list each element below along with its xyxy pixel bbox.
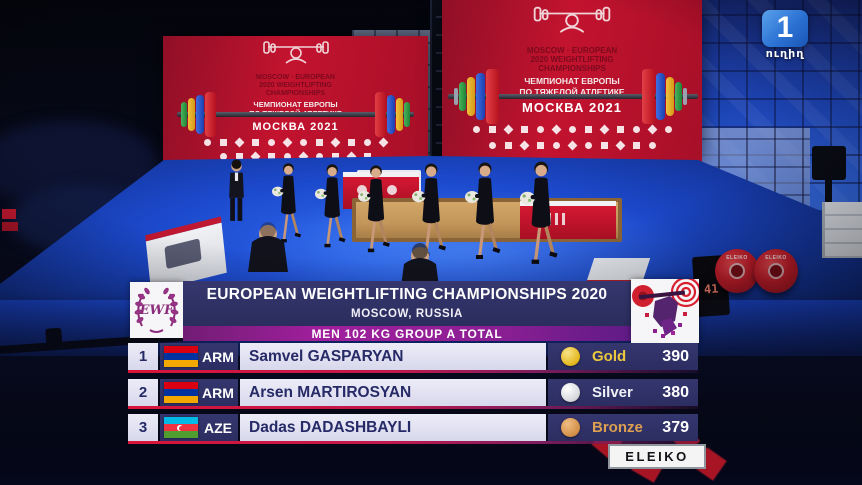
athlete-name: Dadas DADASHBAYLI: [240, 414, 546, 441]
banner-moscow-2021: МОСКВА 2021: [163, 121, 428, 133]
eleiko-logo: ELEIKO: [608, 444, 706, 469]
total-kg: 380: [662, 383, 689, 401]
tv-camera: [812, 146, 846, 218]
ewf-logo: EWF: [130, 282, 183, 338]
barbell-bar: [448, 94, 698, 99]
championship-title: EUROPEAN WEIGHTLIFTING CHAMPIONSHIPS 202…: [206, 286, 608, 303]
banner-moscow-2021: МОСКВА 2021: [442, 100, 702, 115]
medal-cell: Silver 380: [548, 379, 698, 406]
rank-cell: 2: [128, 379, 158, 406]
sponsor-logos-row: [163, 151, 428, 162]
scoreboard-header: EUROPEAN WEIGHTLIFTING CHAMPIONSHIPS 202…: [183, 281, 631, 326]
gold-medal-icon: [561, 347, 580, 366]
championship-location: MOSCOW, RUSSIA: [351, 308, 463, 320]
medal-label: Bronze: [592, 419, 643, 436]
medal-cell: Gold 390: [548, 343, 698, 370]
country-code: AZE: [204, 419, 232, 436]
banner-title-ru: ЧЕМПИОНАТ ЕВРОПЫПО ТЯЖЕЛОЙ АТЛЕТИКЕ: [442, 76, 702, 97]
country-cell: ARM: [160, 379, 238, 406]
banner-title-en: MOSCOW · EUROPEAN2020 WEIGHTLIFTINGCHAMP…: [442, 46, 702, 74]
printed-barbell-bar: [177, 112, 414, 117]
result-row: 2 ARM Arsen MARTIROSYAN Silver 380: [128, 379, 698, 409]
weightlifter-lineart-icon: [533, 6, 611, 33]
country-code: ARM: [202, 348, 234, 365]
bronze-medal-icon: [561, 418, 580, 437]
country-code: ARM: [202, 384, 234, 401]
athlete-name: Samvel GASPARYAN: [240, 343, 546, 370]
eleiko-red-plate: ELEIKO: [754, 249, 798, 293]
total-kg: 379: [662, 418, 689, 436]
azerbaijan-flag-icon: [164, 417, 198, 438]
championship-banner-left: MOSCOW · EUROPEAN2020 WEIGHTLIFTINGCHAMP…: [163, 36, 428, 170]
country-cell: AZE: [160, 414, 238, 441]
sponsor-logos-row: [442, 140, 702, 151]
banner-title-en: MOSCOW · EUROPEAN2020 WEIGHTLIFTINGCHAMP…: [163, 74, 428, 98]
medal-label: Gold: [592, 348, 627, 365]
row-separator: [128, 441, 698, 444]
silver-medal-icon: [561, 383, 580, 402]
event-category: MEN 102 KG GROUP A TOTAL: [183, 326, 631, 341]
channel-live-label: ուղիղ: [765, 47, 805, 60]
rank-cell: 3: [128, 414, 158, 441]
armenia-flag-icon: [164, 346, 198, 367]
medal-cell: Bronze 379: [548, 414, 698, 441]
weightlifter-lineart-icon: [262, 41, 329, 64]
svg-text:EWF: EWF: [139, 303, 175, 318]
armenia-flag-icon: [164, 382, 198, 403]
vignette: [0, 0, 862, 300]
country-cell: ARM: [160, 343, 238, 370]
rank-cell: 1: [128, 343, 158, 370]
red-led-panel: [2, 209, 16, 219]
sponsor-logos-row: [163, 137, 428, 148]
result-row: 3 AZE Dadas DADASHBAYLI Bronze 379: [128, 414, 698, 444]
medal-label: Silver: [592, 384, 633, 401]
eleiko-red-plate: ELEIKO: [715, 249, 759, 293]
channel-one-logo: 1: [762, 10, 808, 47]
championship-banner-right: MOSCOW · EUROPEAN2020 WEIGHTLIFTINGCHAMP…: [442, 0, 702, 162]
white-stairs: [822, 202, 862, 258]
athlete-name: Arsen MARTIROSYAN: [240, 379, 546, 406]
row-separator: [128, 406, 698, 409]
results-scoreboard: EWF EUROPEAN WEIGHTLIFTING CHAMPIONSHIPS…: [128, 279, 699, 445]
total-kg: 390: [662, 347, 689, 365]
moscow2021-emblem: [631, 279, 699, 343]
weightlifter-pictogram-icon: [632, 279, 699, 338]
red-led-panel: [2, 222, 18, 231]
sponsor-logos-row: [442, 124, 702, 135]
ewf-wreath-icon: EWF: [134, 287, 179, 333]
result-row: 1 ARM Samvel GASPARYAN Gold 390: [128, 343, 698, 373]
row-separator: [128, 370, 698, 373]
